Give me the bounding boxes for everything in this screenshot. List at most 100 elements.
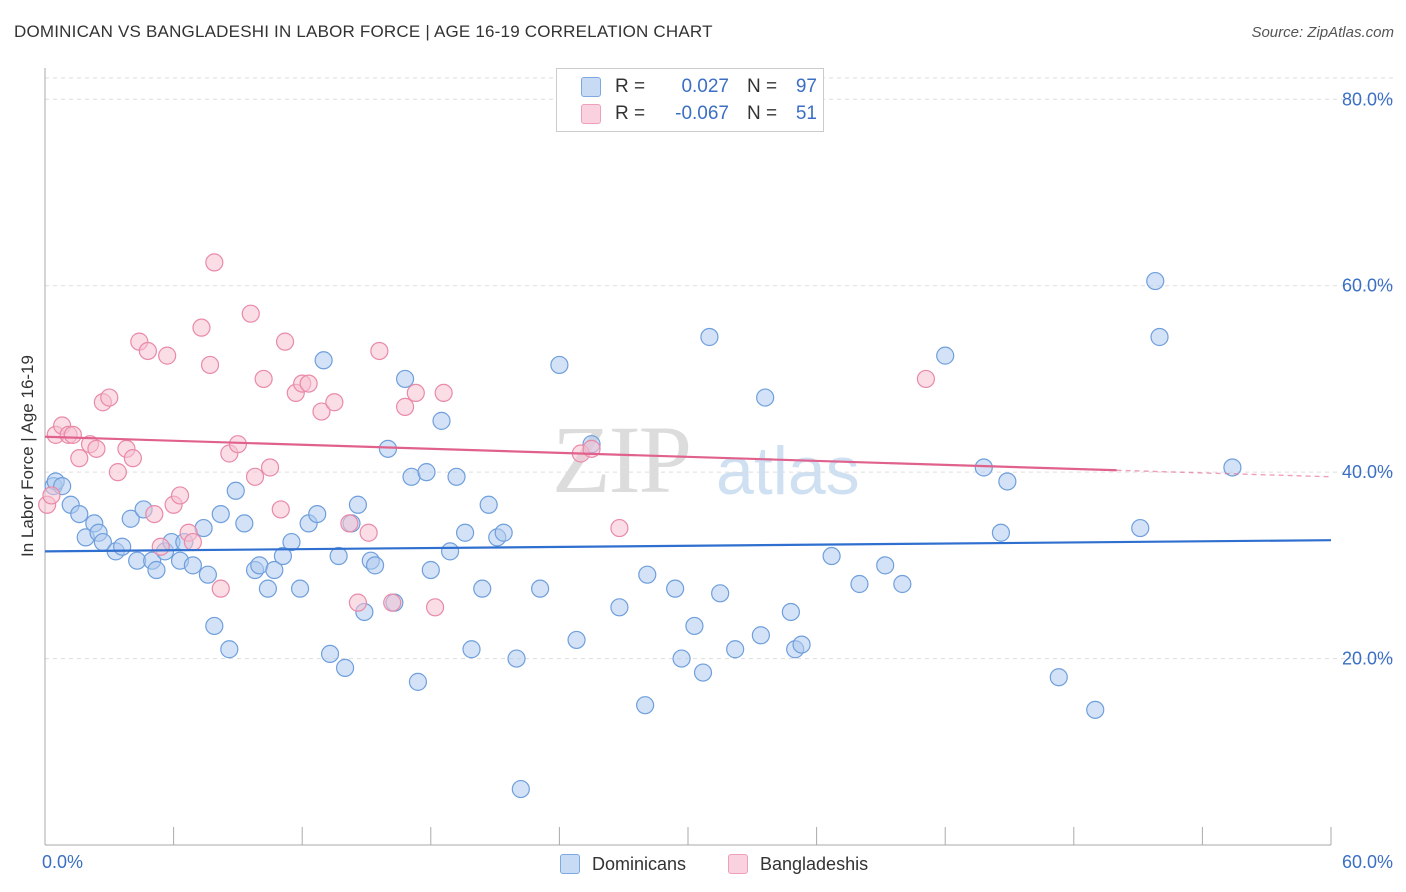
dominican-point bbox=[1146, 271, 1165, 291]
dominican-point bbox=[194, 518, 213, 538]
dominican-point bbox=[265, 560, 284, 580]
dominican-point bbox=[1150, 327, 1169, 347]
dominican-point bbox=[183, 556, 202, 575]
dominican-point bbox=[455, 523, 475, 542]
dominican-point bbox=[335, 658, 355, 677]
dominican-point bbox=[462, 640, 481, 659]
bangladeshi-point bbox=[434, 383, 453, 403]
bangladeshi-point bbox=[245, 467, 265, 486]
y-tick-label: 40.0% bbox=[1342, 462, 1393, 482]
bangladeshi-trend-extension bbox=[1116, 469, 1332, 478]
bangladeshi-point bbox=[395, 397, 415, 416]
dominican-point bbox=[447, 467, 466, 486]
bangladeshi-point bbox=[348, 593, 368, 612]
bangladeshi-point bbox=[145, 504, 164, 524]
bangladeshi-point bbox=[100, 388, 119, 407]
bangladeshi-point bbox=[123, 449, 142, 468]
dominican-point bbox=[320, 644, 340, 664]
dominicans-swatch bbox=[581, 77, 601, 97]
dominican-point bbox=[1131, 518, 1150, 538]
legend-n-value: 51 bbox=[795, 103, 817, 124]
dominican-point bbox=[378, 439, 398, 458]
dominican-point bbox=[235, 514, 254, 533]
bangladeshi-point bbox=[158, 346, 177, 365]
bangladeshi-point bbox=[406, 383, 425, 403]
bangladeshi-point bbox=[260, 458, 280, 477]
bottom-legend-label: Bangladeshis bbox=[760, 853, 869, 874]
dominican-point bbox=[226, 481, 245, 500]
dominican-point bbox=[250, 556, 269, 575]
bangladeshi-point bbox=[211, 579, 230, 598]
dominican-point bbox=[822, 546, 841, 566]
bangladeshi-point bbox=[151, 537, 170, 556]
dominican-point bbox=[205, 616, 224, 636]
dominican-point bbox=[198, 565, 217, 584]
dominican-point bbox=[876, 556, 895, 575]
bangladeshi-point bbox=[312, 402, 331, 421]
x-tick-label-min: 0.0% bbox=[42, 852, 83, 872]
dominican-point bbox=[365, 556, 385, 575]
legend-r-value: -0.067 bbox=[675, 103, 729, 124]
bangladeshi-point bbox=[610, 518, 629, 538]
source-credit: Source: ZipAtlas.com bbox=[1251, 24, 1394, 41]
dominican-point bbox=[329, 546, 348, 566]
dominican-point bbox=[258, 579, 278, 598]
bottom-legend-label: Dominicans bbox=[592, 853, 687, 874]
bottom-legend-bangladeshis: Bangladeshis bbox=[728, 852, 868, 876]
dominican-point bbox=[1049, 668, 1068, 687]
dominican-trend-line bbox=[44, 539, 1332, 553]
dominican-point bbox=[421, 560, 440, 580]
bangladeshi-point bbox=[183, 532, 202, 552]
dominican-point bbox=[70, 504, 89, 524]
dominican-point bbox=[550, 355, 569, 375]
bangladeshi-point bbox=[275, 332, 295, 351]
legend-r-label: R = bbox=[615, 76, 646, 97]
dominican-point bbox=[693, 663, 713, 682]
dominican-point bbox=[395, 369, 415, 389]
bangladeshi-point bbox=[271, 500, 290, 519]
dominican-point bbox=[507, 649, 526, 668]
dominican-point bbox=[974, 458, 993, 477]
bangladeshi-point bbox=[42, 486, 61, 505]
bangladeshi-point bbox=[70, 449, 89, 468]
dominican-point bbox=[850, 574, 869, 594]
bangladeshi-point bbox=[228, 435, 247, 454]
legend-row-bangladeshis: R = -0.067 N = 51 bbox=[581, 102, 817, 126]
dominican-point bbox=[408, 672, 428, 691]
bangladeshi-point bbox=[138, 341, 157, 361]
bottom-legend-dominicans: Dominicans bbox=[560, 852, 686, 876]
dominican-point bbox=[893, 574, 912, 594]
legend-n-label: N = bbox=[747, 103, 778, 124]
dominican-point bbox=[479, 495, 498, 514]
dominican-point bbox=[666, 579, 685, 598]
y-tick-label: 80.0% bbox=[1342, 89, 1393, 109]
legend-n-value: 97 bbox=[795, 76, 817, 97]
y-tick-label: 20.0% bbox=[1342, 649, 1393, 669]
dominican-point bbox=[936, 346, 955, 365]
bangladeshi-point bbox=[916, 369, 936, 389]
bangladeshi-point bbox=[200, 355, 220, 375]
dominican-point bbox=[220, 640, 239, 659]
dominican-point bbox=[494, 523, 513, 542]
dominicans-swatch bbox=[560, 854, 580, 874]
bangladeshi-point bbox=[325, 393, 344, 412]
dominican-point bbox=[636, 696, 655, 715]
bangladeshi-point bbox=[340, 514, 359, 533]
dominican-point bbox=[147, 560, 166, 580]
dominican-point bbox=[417, 463, 436, 482]
dominican-point bbox=[440, 542, 460, 561]
dominican-point bbox=[991, 523, 1011, 542]
dominican-point bbox=[531, 579, 550, 598]
dominican-point bbox=[402, 467, 421, 486]
bangladeshi-point bbox=[192, 318, 211, 337]
dominican-point bbox=[290, 579, 310, 598]
dominican-point bbox=[432, 411, 451, 430]
bangladeshi-trend-line bbox=[44, 435, 1117, 472]
bangladeshi-point bbox=[254, 369, 273, 389]
dominican-point bbox=[638, 565, 657, 584]
bangladeshi-point bbox=[241, 304, 260, 323]
bangladeshi-point bbox=[205, 253, 224, 272]
dominican-point bbox=[211, 504, 230, 524]
legend-row-dominicans: R = 0.027 N = 97 bbox=[581, 75, 817, 99]
